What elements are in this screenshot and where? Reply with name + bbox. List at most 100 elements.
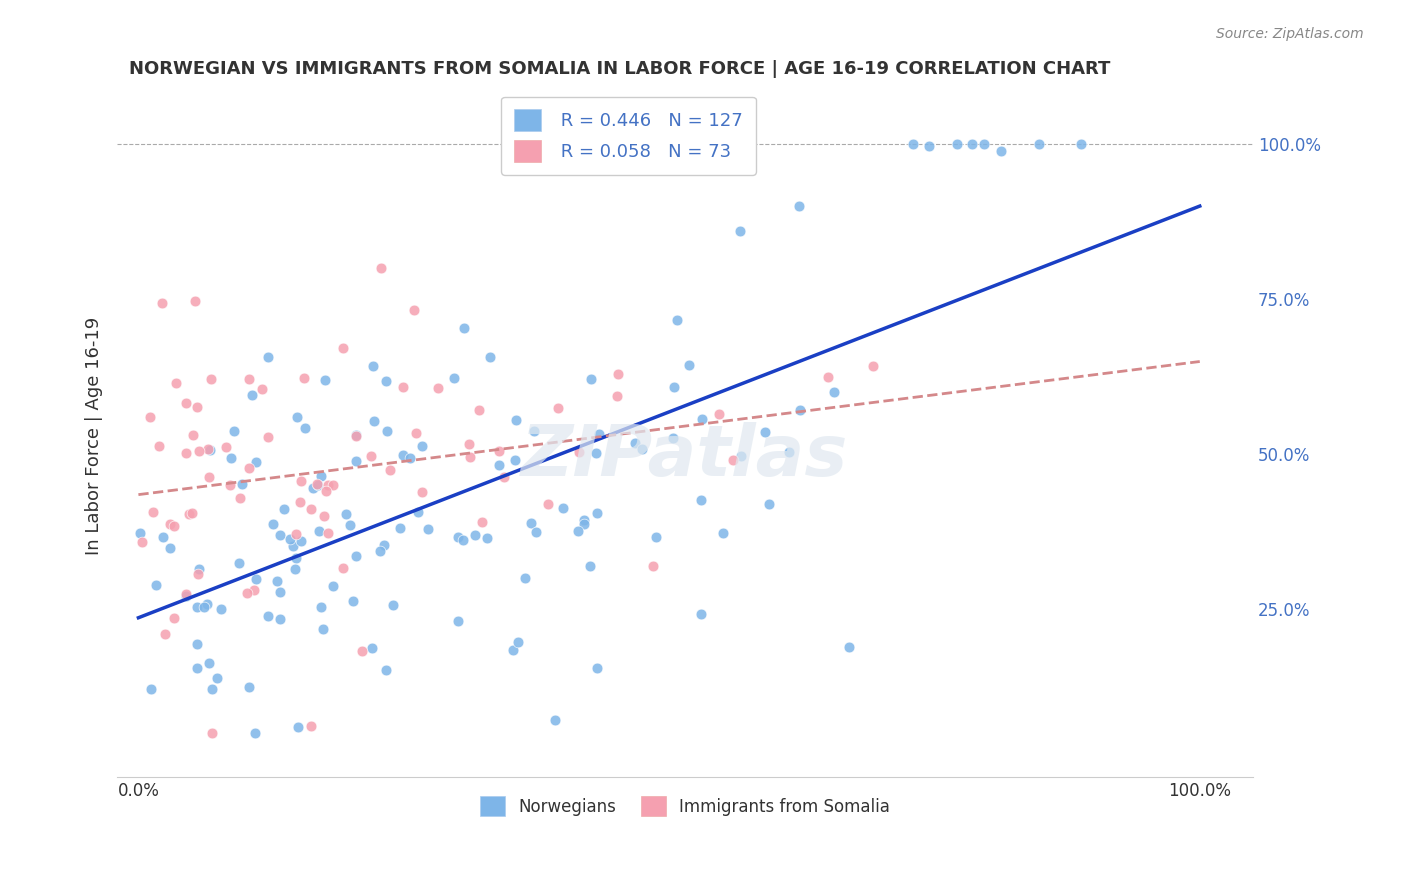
- Point: [322, 478, 344, 492]
- Point: [588, 427, 610, 442]
- Point: [269, 612, 291, 626]
- Point: [711, 525, 734, 540]
- Point: [186, 400, 208, 414]
- Point: [537, 497, 560, 511]
- Point: [607, 367, 630, 381]
- Point: [305, 476, 328, 491]
- Point: [181, 506, 204, 520]
- Point: [332, 561, 354, 575]
- Point: [322, 579, 344, 593]
- Point: [314, 373, 336, 387]
- Point: [350, 644, 373, 658]
- Point: [142, 505, 165, 519]
- Point: [205, 671, 228, 685]
- Point: [519, 516, 541, 530]
- Point: [373, 539, 395, 553]
- Point: [243, 582, 266, 597]
- Point: [443, 370, 465, 384]
- Point: [370, 261, 392, 276]
- Point: [186, 661, 208, 675]
- Point: [360, 450, 382, 464]
- Point: [284, 551, 307, 566]
- Point: [183, 294, 205, 309]
- Point: [299, 719, 322, 733]
- Point: [361, 359, 384, 373]
- Point: [215, 440, 238, 454]
- Point: [488, 443, 510, 458]
- Point: [165, 376, 187, 391]
- Point: [447, 531, 470, 545]
- Point: [176, 445, 198, 459]
- Y-axis label: In Labor Force | Age 16-19: In Labor Force | Age 16-19: [86, 317, 103, 555]
- Point: [661, 432, 683, 446]
- Point: [572, 512, 595, 526]
- Point: [335, 507, 357, 521]
- Point: [1028, 137, 1050, 152]
- Point: [245, 572, 267, 586]
- Point: [131, 535, 153, 549]
- Point: [188, 562, 211, 576]
- Point: [946, 137, 969, 152]
- Point: [287, 719, 309, 733]
- Point: [174, 396, 197, 410]
- Point: [505, 413, 527, 427]
- Point: [457, 437, 479, 451]
- Point: [150, 296, 173, 310]
- Point: [195, 597, 218, 611]
- Point: [262, 516, 284, 531]
- Point: [312, 508, 335, 523]
- Point: [973, 137, 995, 152]
- Point: [163, 519, 186, 533]
- Point: [159, 516, 181, 531]
- Point: [148, 439, 170, 453]
- Point: [273, 502, 295, 516]
- Point: [307, 478, 329, 492]
- Point: [257, 430, 280, 444]
- Legend: Norwegians, Immigrants from Somalia: Norwegians, Immigrants from Somalia: [474, 789, 897, 823]
- Point: [344, 549, 367, 564]
- Point: [339, 518, 361, 533]
- Point: [475, 531, 498, 545]
- Point: [567, 524, 589, 538]
- Point: [479, 350, 502, 364]
- Point: [990, 144, 1012, 158]
- Point: [378, 463, 401, 477]
- Point: [754, 425, 776, 440]
- Point: [200, 372, 222, 386]
- Point: [901, 137, 924, 152]
- Point: [269, 585, 291, 599]
- Point: [778, 444, 800, 458]
- Point: [281, 540, 304, 554]
- Point: [311, 599, 333, 614]
- Point: [342, 594, 364, 608]
- Point: [411, 485, 433, 500]
- Point: [547, 401, 569, 416]
- Point: [567, 445, 589, 459]
- Point: [427, 382, 450, 396]
- Point: [344, 428, 367, 442]
- Point: [503, 453, 526, 467]
- Point: [201, 681, 224, 696]
- Point: [316, 477, 339, 491]
- Point: [129, 525, 152, 540]
- Point: [174, 589, 197, 603]
- Point: [145, 578, 167, 592]
- Point: [572, 516, 595, 531]
- Point: [707, 407, 730, 421]
- Point: [363, 414, 385, 428]
- Point: [645, 530, 668, 544]
- Point: [266, 574, 288, 588]
- Point: [257, 608, 280, 623]
- Point: [787, 199, 810, 213]
- Point: [586, 507, 609, 521]
- Point: [723, 452, 745, 467]
- Point: [513, 571, 536, 585]
- Point: [544, 713, 567, 727]
- Point: [368, 544, 391, 558]
- Point: [186, 599, 208, 614]
- Point: [201, 726, 224, 740]
- Point: [398, 450, 420, 465]
- Point: [494, 470, 516, 484]
- Point: [817, 370, 839, 384]
- Point: [862, 359, 884, 373]
